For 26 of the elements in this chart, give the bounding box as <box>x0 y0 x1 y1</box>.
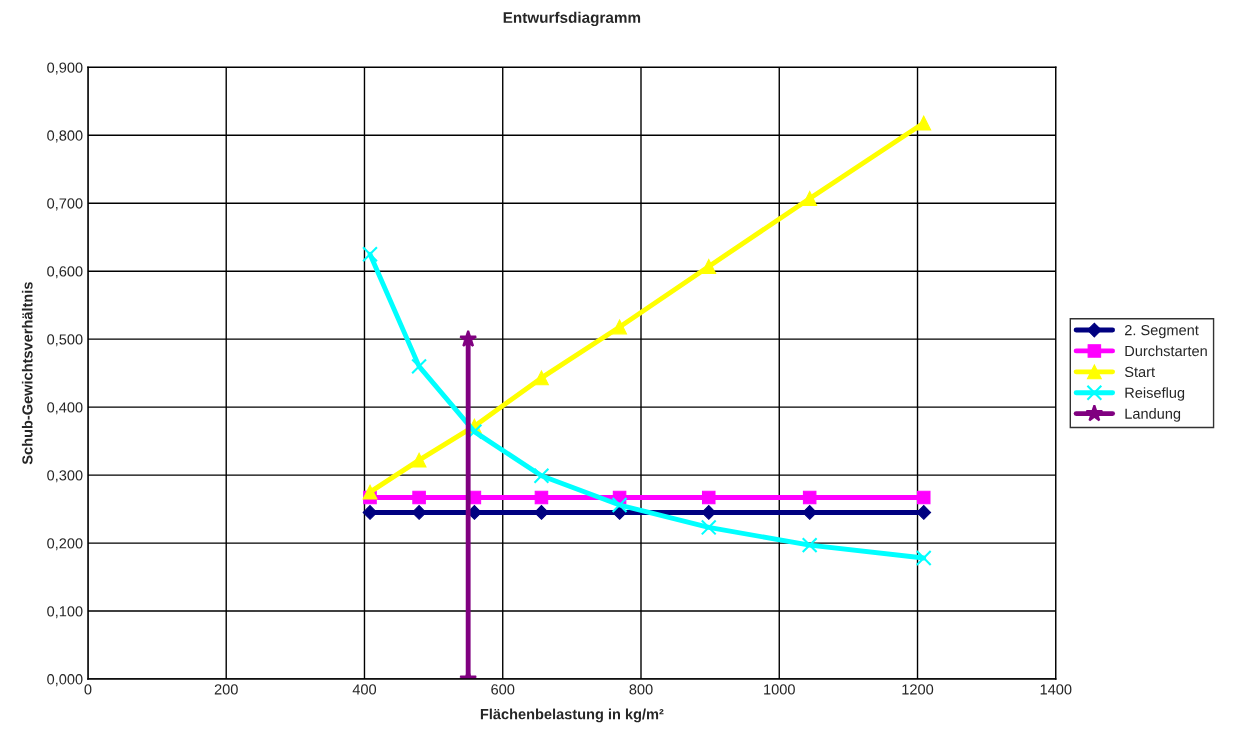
y-tick-label: 0,900 <box>47 62 83 75</box>
x-tick-label: 600 <box>491 684 515 695</box>
x-tick-label: 1000 <box>764 684 795 695</box>
x-tick-label: 1400 <box>1040 684 1072 695</box>
y-tick-label: 0,200 <box>47 538 83 551</box>
x-tick-label: 800 <box>629 684 653 695</box>
x-tick-label: 0 <box>84 684 92 695</box>
x-axis-title: Flächenbelastung in kg/m² <box>480 708 664 723</box>
y-tick-label: 0,600 <box>47 266 83 279</box>
y-tick-label: 0,300 <box>47 470 83 483</box>
y-tick-label: 0,400 <box>47 402 83 415</box>
x-tick-label: 1200 <box>902 684 934 695</box>
legend-label: Landung <box>1125 408 1181 422</box>
y-tick-label: 0,500 <box>47 334 83 347</box>
x-tick-label: 200 <box>214 684 238 695</box>
legend-label: 2. Segment <box>1124 324 1199 339</box>
legend-label: Reiseflug <box>1125 387 1185 401</box>
y-axis-title: Schub-Gewichtsverhältnis <box>21 282 33 465</box>
y-tick-label: 0,800 <box>47 130 83 143</box>
legend-label: Start <box>1124 366 1155 378</box>
legend-label: Durchstarten <box>1125 345 1207 357</box>
x-tick-label: 400 <box>352 684 377 695</box>
y-tick-label: 0,700 <box>47 198 83 211</box>
y-tick-label: 0,000 <box>47 674 83 687</box>
chart-title: Entwurfsdiagramm <box>503 11 641 27</box>
y-tick-label: 0,100 <box>47 606 83 619</box>
